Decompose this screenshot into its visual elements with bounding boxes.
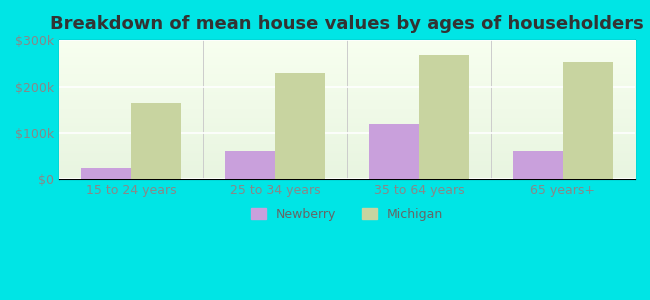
- Legend: Newberry, Michigan: Newberry, Michigan: [246, 203, 448, 226]
- Bar: [81, 168, 131, 179]
- Bar: [369, 124, 419, 179]
- Title: Breakdown of mean house values by ages of householders: Breakdown of mean house values by ages o…: [50, 15, 644, 33]
- Bar: [513, 151, 563, 179]
- Bar: [275, 73, 326, 179]
- Bar: [131, 103, 181, 179]
- Bar: [563, 62, 614, 179]
- Bar: [419, 55, 469, 179]
- Bar: [225, 151, 275, 179]
